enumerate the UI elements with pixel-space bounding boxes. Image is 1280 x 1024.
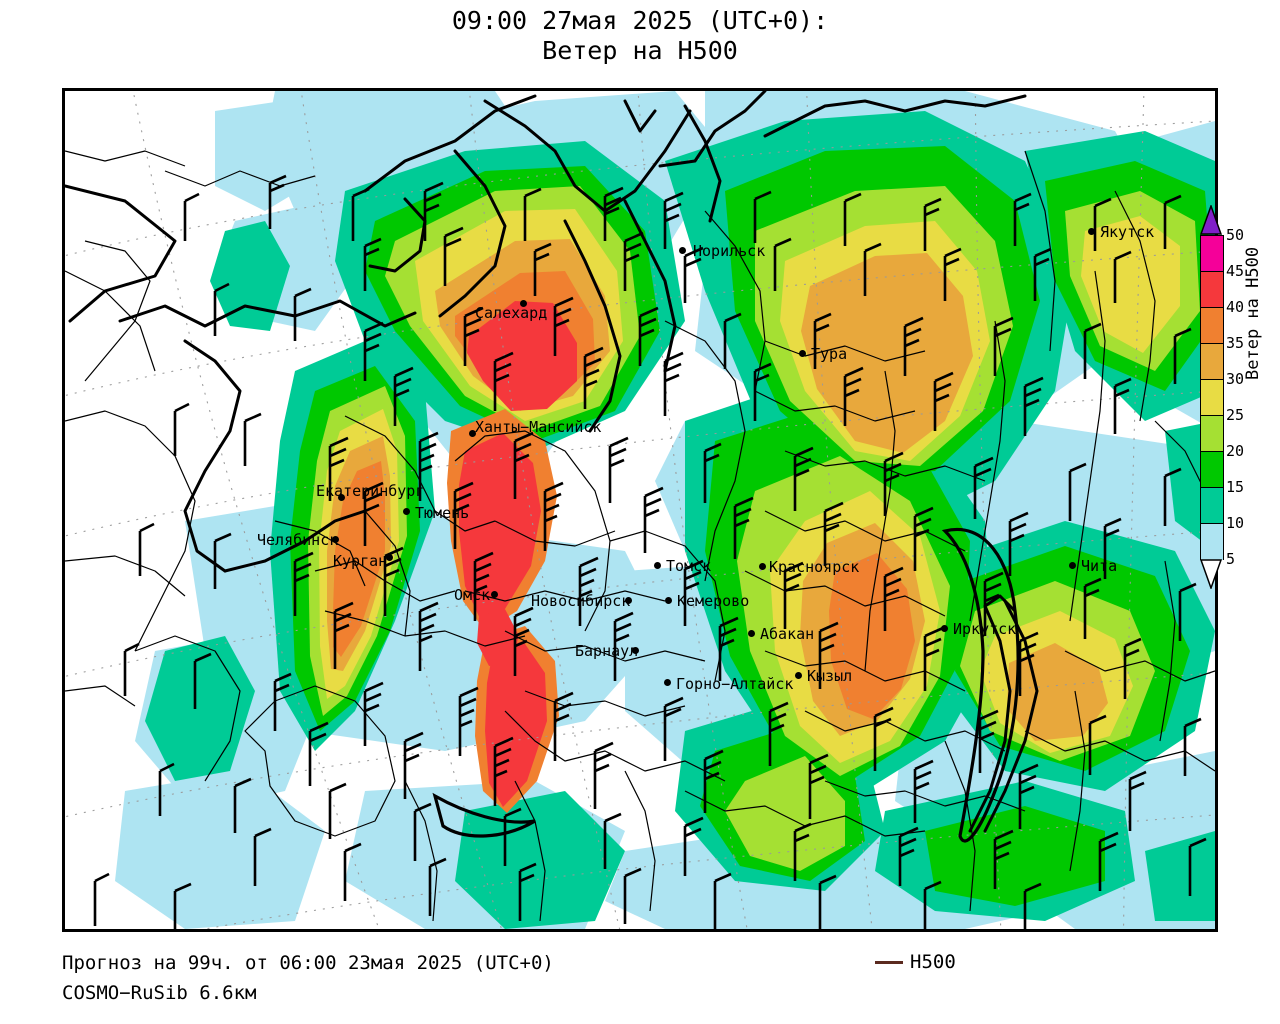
h500-legend: H500	[875, 951, 956, 973]
city-marker	[403, 508, 410, 515]
city-marker	[491, 591, 498, 598]
city-marker	[759, 563, 766, 570]
colorbar-band	[1200, 343, 1224, 380]
city-marker	[520, 300, 527, 307]
weather-map-canvas	[65, 91, 1215, 929]
city-label: Кызыл	[807, 667, 853, 685]
city-label: Салехард	[475, 304, 548, 322]
colorbar-axis-label: Ветер на H500	[1243, 246, 1263, 380]
title-line-1: 09:00 27мая 2025 (UTC+0):	[451, 6, 829, 35]
colorbar-tick-label: 40	[1226, 298, 1245, 316]
city-marker	[748, 630, 755, 637]
city-label: Кемерово	[677, 592, 750, 610]
colorbar-tick-label: 35	[1226, 334, 1245, 352]
h500-contour	[432, 527, 1020, 843]
forecast-info-line-1: Прогноз на 99ч. от 06:00 23мая 2025 (UTC…	[62, 952, 554, 974]
colorbar-band	[1200, 415, 1224, 452]
colorbar-over-cap	[1199, 203, 1223, 235]
coastline	[65, 91, 1039, 833]
graticule	[65, 91, 1215, 929]
city-label: Челябинск	[257, 531, 339, 549]
colorbar-tick-label: 15	[1226, 478, 1245, 496]
city-marker	[679, 247, 686, 254]
city-label: Красноярск	[769, 558, 860, 576]
city-marker	[469, 430, 476, 437]
colorbar: 50 45 40 35 30 25 20 15 10 5	[1199, 203, 1244, 625]
colorbar-band	[1200, 379, 1224, 416]
city-label: Барнаул	[575, 642, 639, 660]
colorbar-tick-label: 45	[1226, 262, 1245, 280]
city-marker	[332, 536, 339, 543]
colorbar-band	[1200, 523, 1224, 560]
title-line-2: Ветер на H500	[542, 36, 738, 65]
city-marker	[795, 672, 802, 679]
colorbar-tick-label: 50	[1226, 226, 1245, 244]
colorbar-tick-label: 20	[1226, 442, 1245, 460]
city-marker	[625, 597, 632, 604]
h500-legend-label: H500	[910, 951, 956, 973]
city-marker	[941, 625, 948, 632]
page-title: 09:00 27мая 2025 (UTC+0): Ветер на H500	[0, 6, 1280, 66]
city-marker	[665, 597, 672, 604]
city-label: Омск	[454, 586, 491, 604]
city-marker	[1088, 228, 1095, 235]
city-label: Екатеринбург	[316, 482, 425, 500]
colorbar-tick-label: 5	[1226, 550, 1236, 568]
city-label: Ханты−Мансийск	[475, 418, 602, 436]
city-label: Тура	[811, 345, 848, 363]
colorbar-tick-label: 25	[1226, 406, 1245, 424]
wind-barbs	[93, 174, 1207, 929]
city-label: Иркутск	[953, 620, 1017, 638]
city-label: Чита	[1081, 557, 1118, 575]
h500-line-swatch	[875, 960, 903, 964]
city-label: Абакан	[760, 625, 815, 643]
colorbar-tick-label: 30	[1226, 370, 1245, 388]
city-marker	[338, 494, 345, 501]
city-label: Якутск	[1100, 223, 1155, 241]
city-marker	[654, 562, 661, 569]
city-marker	[799, 350, 806, 357]
colorbar-band	[1200, 235, 1224, 272]
city-marker	[1069, 562, 1076, 569]
city-marker	[664, 679, 671, 686]
city-label: Норильск	[693, 242, 766, 260]
city-label: Курган	[333, 552, 388, 570]
map-frame[interactable]: Норильск Салехард Тура Якутск Ханты−Мансийск…	[62, 88, 1218, 932]
colorbar-tick-label: 10	[1226, 514, 1245, 532]
city-label: Горно−Алтайск	[676, 675, 794, 693]
colorbar-band	[1200, 487, 1224, 524]
colorbar-band	[1200, 271, 1224, 308]
city-label: Томск	[666, 557, 712, 575]
city-marker	[386, 554, 393, 561]
city-marker	[632, 647, 639, 654]
city-label: Тюмень	[415, 504, 470, 522]
colorbar-band	[1200, 451, 1224, 488]
colorbar-under-cap	[1199, 559, 1223, 591]
model-name-line: COSMO−RuSib 6.6км	[62, 982, 257, 1004]
colorbar-band	[1200, 307, 1224, 344]
city-label: Новосибирск	[531, 592, 631, 610]
admin-borders	[65, 150, 1215, 922]
